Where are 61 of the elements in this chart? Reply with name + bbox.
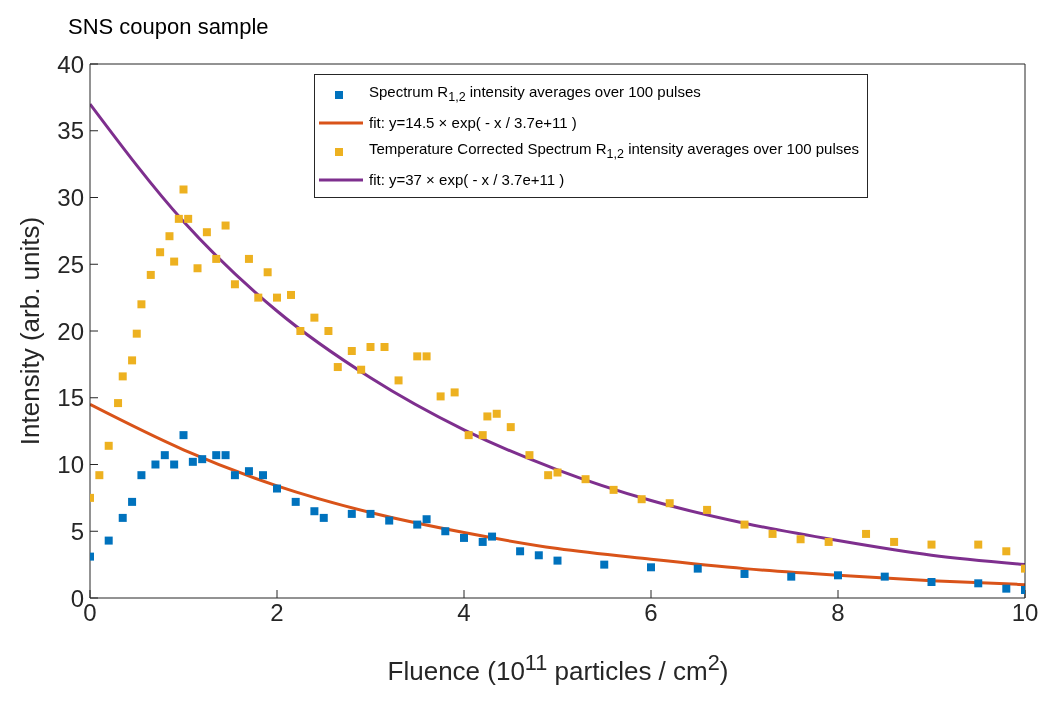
x-axis-title: Fluence (10$^{11}$ particles / cm$^{2}$) (387, 650, 729, 686)
point (310, 507, 319, 516)
point (460, 533, 468, 542)
point (534, 551, 543, 560)
x-tick-label: 2 (270, 599, 284, 627)
point (118, 513, 127, 522)
point (974, 579, 983, 588)
y-axis-title: Intensity (arb. units) (14, 216, 45, 445)
x-tick-label: 10 (1011, 599, 1039, 627)
point (258, 471, 267, 480)
point (366, 509, 375, 518)
point (553, 556, 562, 565)
point (422, 515, 431, 524)
point (128, 497, 137, 506)
legend-label: Spectrum R$_{1,2}$ intensity averages over 100 pulses (369, 82, 701, 106)
point (244, 467, 253, 476)
y-tick-label: 30 (57, 184, 84, 212)
x-tick-label: 4 (457, 599, 471, 627)
y-tick-label: 10 (57, 451, 84, 479)
point (319, 513, 328, 522)
x-tick-label: 6 (644, 599, 658, 627)
chart-title: SNS coupon sample (68, 14, 269, 40)
point (927, 577, 936, 586)
y-tick-label: 15 (57, 384, 84, 412)
point (198, 455, 207, 464)
point (413, 520, 422, 529)
legend-label: fit: y=37 × exp( - x / 3.7e+11 ) (369, 170, 565, 190)
point (151, 460, 160, 469)
legend-label: fit: y=14.5 × exp( - x / 3.7e+11 ) (369, 113, 577, 133)
point (834, 571, 842, 580)
point (787, 572, 796, 581)
point (291, 497, 300, 506)
point (647, 563, 655, 572)
y-tick-label: 35 (57, 117, 84, 145)
point (488, 532, 497, 541)
point (600, 560, 609, 569)
point (693, 564, 702, 573)
point (104, 536, 113, 545)
legend-label: Temperature Corrected Spectrum R$_{1,2}$ intensity averages over 100 pulses (369, 139, 860, 163)
point (880, 572, 889, 581)
point (1002, 584, 1011, 593)
point (385, 516, 394, 525)
point (212, 451, 221, 460)
point (740, 569, 749, 578)
y-tick-label: 5 (70, 517, 84, 545)
point (230, 471, 239, 480)
y-tick-label: 25 (57, 250, 84, 278)
point (179, 431, 188, 440)
point (221, 451, 230, 460)
point (160, 451, 169, 460)
point (188, 457, 197, 466)
y-tick-label: 40 (57, 50, 84, 78)
point (441, 527, 450, 536)
point (347, 509, 356, 518)
point (170, 460, 179, 469)
point (516, 547, 525, 556)
point (137, 471, 146, 480)
y-tick-label: 20 (57, 317, 84, 345)
x-tick-label: 8 (831, 599, 845, 627)
point (478, 537, 487, 546)
point (273, 484, 281, 493)
